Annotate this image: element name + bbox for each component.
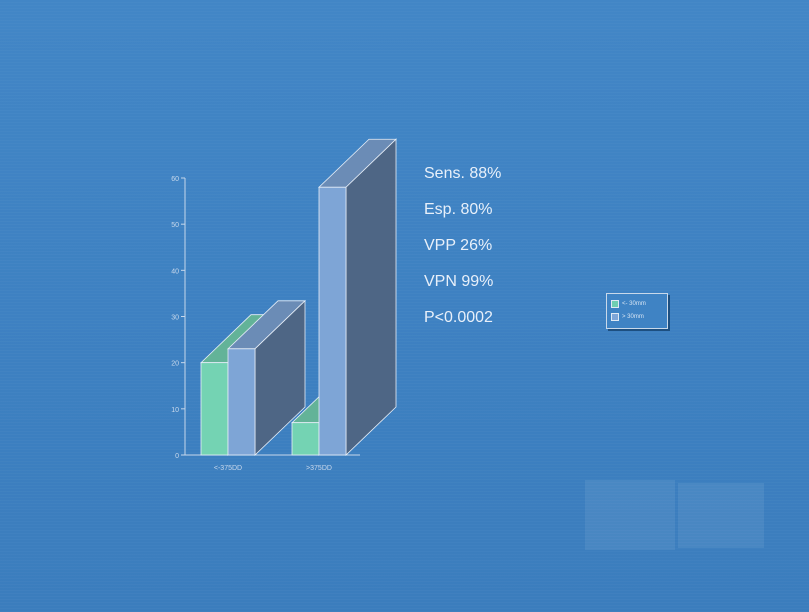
bar <box>227 299 306 456</box>
y-tick-label: 30 <box>171 315 179 322</box>
y-tick-label: 0 <box>175 453 179 460</box>
bar-front <box>291 422 320 456</box>
legend-label: <- 30mm <box>622 300 646 307</box>
bar-front <box>227 348 256 456</box>
y-tick-label: 40 <box>171 268 179 275</box>
y-tick-label: 50 <box>171 222 179 229</box>
category-labels: <-375DD >375DD <box>214 465 332 472</box>
bar-front <box>318 186 347 456</box>
annotation-sensitivity: Sens. 88% <box>424 165 502 182</box>
annotation-npv: VPN 99% <box>424 273 494 290</box>
legend-swatch-green <box>611 299 619 308</box>
y-tick-label: 60 <box>171 176 179 183</box>
background-patch <box>678 483 764 548</box>
legend: <- 30mm > 30mm <box>606 293 668 329</box>
background-patch <box>585 480 675 550</box>
bar-front <box>200 362 229 456</box>
bars <box>200 138 397 456</box>
y-tick-label: 10 <box>171 407 179 414</box>
y-tick-label: 20 <box>171 361 179 368</box>
annotation-p-value: P<0.0002 <box>424 309 493 326</box>
legend-label: > 30mm <box>622 313 644 320</box>
bar <box>318 138 397 456</box>
bar-side <box>345 138 397 456</box>
category-label: >375DD <box>306 465 332 472</box>
annotation-ppv: VPP 26% <box>424 237 493 254</box>
category-label: <-375DD <box>214 465 242 472</box>
legend-item: <- 30mm <box>611 297 663 310</box>
stats-annotations: Sens. 88% Esp. 80% VPP 26% VPN 99% P<0.0… <box>424 156 501 336</box>
legend-swatch-blue <box>611 312 619 321</box>
legend-item: > 30mm <box>611 310 663 323</box>
annotation-specificity: Esp. 80% <box>424 201 493 218</box>
